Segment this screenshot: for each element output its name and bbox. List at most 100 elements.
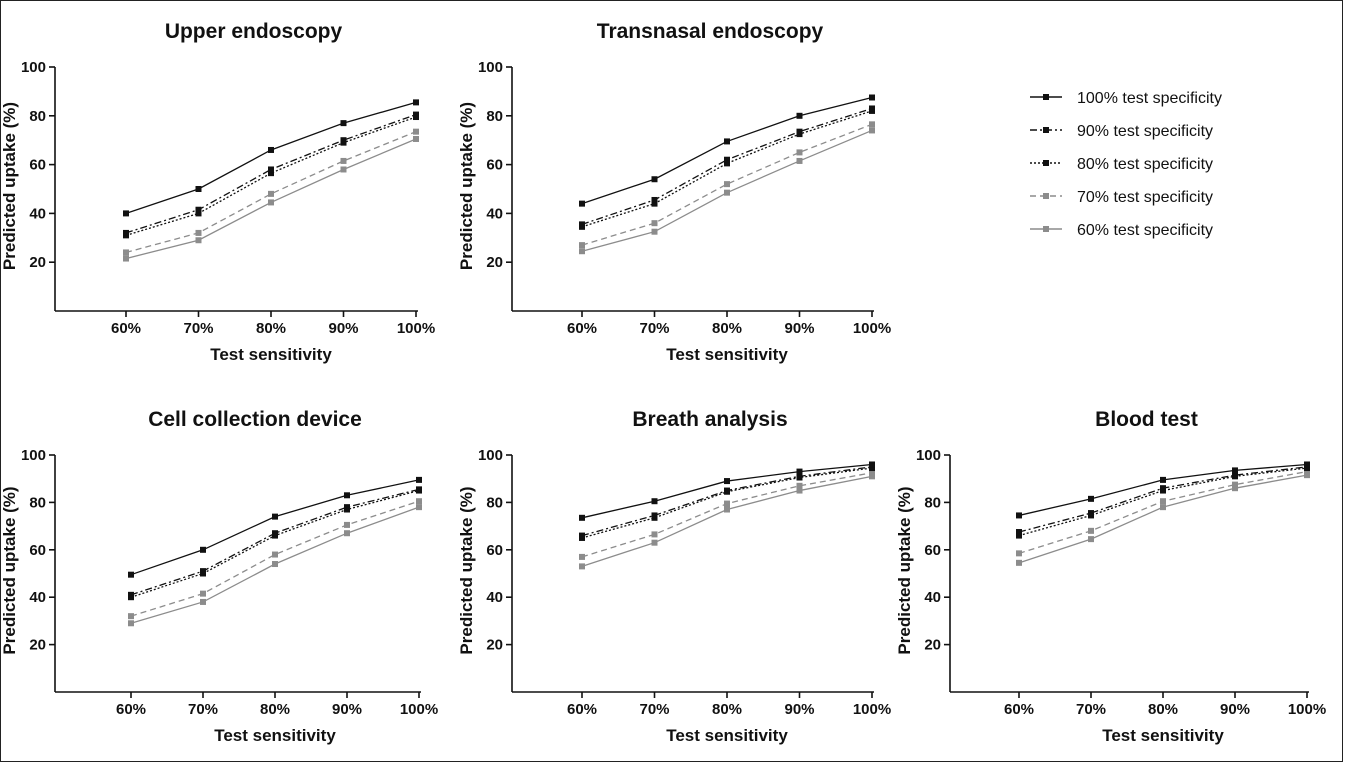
x-tick-label: 90% [1220,701,1250,718]
x-tick-label: 60% [567,701,597,718]
data-point [340,157,347,164]
data-point [1016,532,1022,539]
x-tick-label: 90% [784,320,814,337]
data-point [344,521,350,528]
data-point [1160,498,1166,505]
y-tick-label: 80 [29,108,46,125]
chart-title: Cell collection device [148,408,362,431]
data-point [268,146,274,153]
x-axis-label: Test sensitivity [1102,726,1224,745]
x-tick-label: 100% [1288,701,1326,718]
data-point [724,487,730,494]
data-point [344,530,350,537]
x-axis-label: Test sensitivity [210,345,332,364]
y-tick-label: 100 [478,447,503,464]
chart-panel: Blood test 20 40 60 80 100 60% 70% 80% 90% 100% Tes… [895,408,1326,745]
y-axis-label: Predicted uptake (%) [0,486,19,654]
data-point [651,228,658,235]
data-point [413,99,419,106]
data-point [416,504,422,511]
data-point [1016,550,1022,557]
data-point [579,532,585,539]
series-line [125,116,417,236]
data-point [579,221,585,228]
x-tick-label: 100% [397,320,435,337]
data-point [1232,472,1238,479]
data-point [579,248,585,255]
data-point [128,613,134,620]
data-point [272,551,278,558]
data-point [200,546,206,553]
data-point [724,478,730,485]
data-point [1088,527,1094,534]
y-tick-label: 20 [486,254,503,271]
data-point [579,514,585,521]
data-point [268,170,274,177]
y-tick-label: 20 [486,637,503,654]
x-axis-label: Test sensitivity [214,726,336,745]
y-tick-label: 20 [29,254,46,271]
legend-swatch-marker [1043,193,1049,199]
x-axis-label: Test sensitivity [666,726,788,745]
data-point [340,137,347,144]
data-point [796,482,803,489]
data-point [200,590,206,597]
x-tick-label: 90% [332,701,362,718]
data-point [200,568,206,575]
data-point [651,176,658,183]
data-point [651,220,658,227]
data-point [272,513,278,520]
data-point [344,492,350,499]
series-line [581,123,873,246]
data-point [1016,529,1022,536]
data-point [869,469,875,476]
data-point [344,504,350,511]
x-tick-label: 100% [853,320,891,337]
data-point [869,461,875,468]
x-tick-label: 100% [853,701,891,718]
chart-title: Transnasal endoscopy [597,20,824,43]
y-tick-label: 80 [924,494,941,511]
x-tick-label: 70% [188,701,218,718]
x-tick-label: 100% [400,701,438,718]
data-point [869,473,875,480]
legend-swatch-marker [1043,226,1049,232]
chart-title: Breath analysis [632,408,787,431]
legend-swatch-marker [1043,127,1049,133]
data-point [200,598,206,605]
data-point [272,530,278,537]
data-point [579,242,585,249]
x-tick-label: 70% [639,701,669,718]
data-point [1232,481,1238,488]
data-point [272,561,278,568]
data-point [724,160,730,167]
y-tick-label: 40 [924,589,941,606]
data-point [1232,467,1238,474]
y-tick-label: 60 [486,542,503,559]
data-point [651,531,658,538]
data-point [869,94,875,101]
data-point [724,138,730,145]
data-point [651,539,658,546]
series-line [130,479,420,576]
x-tick-label: 60% [111,320,141,337]
data-point [1160,485,1166,492]
series-line [125,113,417,234]
data-point [869,121,875,128]
data-point [651,196,658,203]
data-point [796,487,803,494]
data-point [123,255,129,262]
legend-label: 80% test specificity [1077,156,1213,173]
legend: 100% test specificity 90% test specificit… [1030,90,1222,239]
data-point [1304,468,1310,475]
data-point [724,156,730,163]
data-point [651,512,658,519]
data-point [413,128,419,135]
y-axis-label: Predicted uptake (%) [457,102,476,270]
y-tick-label: 100 [21,447,46,464]
data-point [1304,472,1310,479]
y-tick-label: 100 [478,59,503,76]
legend-swatch-marker [1043,160,1049,166]
data-point [123,229,129,236]
